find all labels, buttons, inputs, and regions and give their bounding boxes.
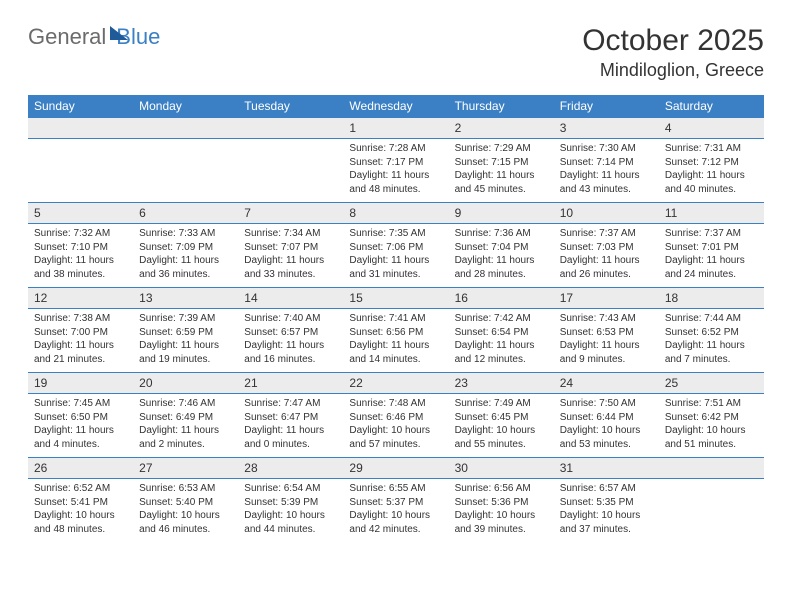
day-detail-row: Sunrise: 7:38 AMSunset: 7:00 PMDaylight:… — [28, 309, 764, 373]
day-number-cell: 23 — [449, 373, 554, 394]
day-number-cell: 9 — [449, 203, 554, 224]
day-detail-cell: Sunrise: 7:45 AMSunset: 6:50 PMDaylight:… — [28, 394, 133, 458]
day-number-cell: 29 — [343, 458, 448, 479]
weekday-header: Friday — [554, 95, 659, 118]
weekday-header: Monday — [133, 95, 238, 118]
day-detail-cell: Sunrise: 7:31 AMSunset: 7:12 PMDaylight:… — [659, 139, 764, 203]
day-detail-cell: Sunrise: 7:32 AMSunset: 7:10 PMDaylight:… — [28, 224, 133, 288]
day-number-cell: 8 — [343, 203, 448, 224]
day-detail-cell: Sunrise: 7:47 AMSunset: 6:47 PMDaylight:… — [238, 394, 343, 458]
day-number-row: 1234 — [28, 118, 764, 139]
logo-text-general: General — [28, 24, 106, 50]
day-detail-cell: Sunrise: 7:48 AMSunset: 6:46 PMDaylight:… — [343, 394, 448, 458]
day-detail-cell: Sunrise: 7:44 AMSunset: 6:52 PMDaylight:… — [659, 309, 764, 373]
day-number-cell: 31 — [554, 458, 659, 479]
day-number-cell: 21 — [238, 373, 343, 394]
day-number-cell — [28, 118, 133, 139]
day-detail-cell: Sunrise: 7:40 AMSunset: 6:57 PMDaylight:… — [238, 309, 343, 373]
day-number-row: 19202122232425 — [28, 373, 764, 394]
day-number-cell: 2 — [449, 118, 554, 139]
day-number-cell: 28 — [238, 458, 343, 479]
day-detail-cell: Sunrise: 7:39 AMSunset: 6:59 PMDaylight:… — [133, 309, 238, 373]
day-number-cell: 24 — [554, 373, 659, 394]
day-number-cell: 12 — [28, 288, 133, 309]
day-number-cell: 15 — [343, 288, 448, 309]
day-detail-cell: Sunrise: 6:55 AMSunset: 5:37 PMDaylight:… — [343, 479, 448, 543]
weekday-header: Sunday — [28, 95, 133, 118]
day-number-cell: 1 — [343, 118, 448, 139]
day-number-cell: 25 — [659, 373, 764, 394]
day-number-cell: 18 — [659, 288, 764, 309]
day-number-cell: 27 — [133, 458, 238, 479]
day-detail-cell: Sunrise: 7:28 AMSunset: 7:17 PMDaylight:… — [343, 139, 448, 203]
day-detail-cell: Sunrise: 7:46 AMSunset: 6:49 PMDaylight:… — [133, 394, 238, 458]
day-detail-cell: Sunrise: 7:41 AMSunset: 6:56 PMDaylight:… — [343, 309, 448, 373]
day-number-cell: 5 — [28, 203, 133, 224]
logo: General Blue — [28, 24, 160, 50]
day-detail-cell: Sunrise: 6:57 AMSunset: 5:35 PMDaylight:… — [554, 479, 659, 543]
day-detail-row: Sunrise: 7:45 AMSunset: 6:50 PMDaylight:… — [28, 394, 764, 458]
day-detail-row: Sunrise: 7:32 AMSunset: 7:10 PMDaylight:… — [28, 224, 764, 288]
day-detail-cell: Sunrise: 7:49 AMSunset: 6:45 PMDaylight:… — [449, 394, 554, 458]
weekday-header-row: SundayMondayTuesdayWednesdayThursdayFrid… — [28, 95, 764, 118]
logo-triangle-icon — [110, 26, 128, 40]
day-number-cell: 17 — [554, 288, 659, 309]
day-detail-cell: Sunrise: 6:56 AMSunset: 5:36 PMDaylight:… — [449, 479, 554, 543]
weekday-header: Tuesday — [238, 95, 343, 118]
day-detail-cell: Sunrise: 7:34 AMSunset: 7:07 PMDaylight:… — [238, 224, 343, 288]
day-number-cell: 14 — [238, 288, 343, 309]
day-detail-cell — [238, 139, 343, 203]
day-detail-cell: Sunrise: 7:33 AMSunset: 7:09 PMDaylight:… — [133, 224, 238, 288]
day-number-cell — [238, 118, 343, 139]
day-number-cell: 6 — [133, 203, 238, 224]
day-number-cell: 7 — [238, 203, 343, 224]
day-detail-cell: Sunrise: 7:36 AMSunset: 7:04 PMDaylight:… — [449, 224, 554, 288]
month-title: October 2025 — [582, 24, 764, 58]
day-number-cell: 26 — [28, 458, 133, 479]
day-number-cell: 16 — [449, 288, 554, 309]
day-detail-cell: Sunrise: 7:42 AMSunset: 6:54 PMDaylight:… — [449, 309, 554, 373]
day-detail-cell: Sunrise: 7:35 AMSunset: 7:06 PMDaylight:… — [343, 224, 448, 288]
day-number-row: 262728293031 — [28, 458, 764, 479]
day-number-cell: 30 — [449, 458, 554, 479]
day-detail-cell: Sunrise: 6:54 AMSunset: 5:39 PMDaylight:… — [238, 479, 343, 543]
weekday-header: Thursday — [449, 95, 554, 118]
day-number-row: 567891011 — [28, 203, 764, 224]
calendar-table: SundayMondayTuesdayWednesdayThursdayFrid… — [28, 95, 764, 542]
day-number-cell: 11 — [659, 203, 764, 224]
weekday-header: Wednesday — [343, 95, 448, 118]
title-block: October 2025 Mindiloglion, Greece — [582, 24, 764, 81]
day-detail-cell — [659, 479, 764, 543]
day-detail-row: Sunrise: 6:52 AMSunset: 5:41 PMDaylight:… — [28, 479, 764, 543]
day-detail-cell: Sunrise: 7:37 AMSunset: 7:01 PMDaylight:… — [659, 224, 764, 288]
day-number-cell — [659, 458, 764, 479]
day-detail-cell — [133, 139, 238, 203]
day-number-cell: 4 — [659, 118, 764, 139]
day-number-cell: 22 — [343, 373, 448, 394]
day-detail-cell: Sunrise: 7:29 AMSunset: 7:15 PMDaylight:… — [449, 139, 554, 203]
day-detail-cell: Sunrise: 7:30 AMSunset: 7:14 PMDaylight:… — [554, 139, 659, 203]
day-number-cell: 13 — [133, 288, 238, 309]
day-number-cell: 19 — [28, 373, 133, 394]
day-number-cell: 20 — [133, 373, 238, 394]
day-number-cell: 3 — [554, 118, 659, 139]
day-detail-cell — [28, 139, 133, 203]
day-detail-cell: Sunrise: 7:50 AMSunset: 6:44 PMDaylight:… — [554, 394, 659, 458]
day-number-cell: 10 — [554, 203, 659, 224]
day-detail-cell: Sunrise: 6:52 AMSunset: 5:41 PMDaylight:… — [28, 479, 133, 543]
weekday-header: Saturday — [659, 95, 764, 118]
day-detail-cell: Sunrise: 7:43 AMSunset: 6:53 PMDaylight:… — [554, 309, 659, 373]
location: Mindiloglion, Greece — [582, 60, 764, 81]
day-detail-row: Sunrise: 7:28 AMSunset: 7:17 PMDaylight:… — [28, 139, 764, 203]
day-detail-cell: Sunrise: 7:38 AMSunset: 7:00 PMDaylight:… — [28, 309, 133, 373]
day-detail-cell: Sunrise: 6:53 AMSunset: 5:40 PMDaylight:… — [133, 479, 238, 543]
day-number-cell — [133, 118, 238, 139]
day-detail-cell: Sunrise: 7:51 AMSunset: 6:42 PMDaylight:… — [659, 394, 764, 458]
day-number-row: 12131415161718 — [28, 288, 764, 309]
header: General Blue October 2025 Mindiloglion, … — [28, 24, 764, 81]
day-detail-cell: Sunrise: 7:37 AMSunset: 7:03 PMDaylight:… — [554, 224, 659, 288]
